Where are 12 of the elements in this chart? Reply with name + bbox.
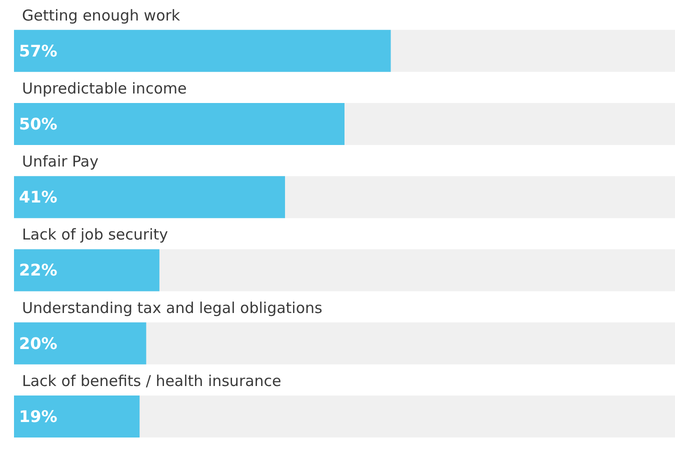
y-tick-label: Getting enough work (22, 6, 180, 24)
y-tick-label: Unfair Pay (22, 152, 99, 171)
data-label: 57% (19, 41, 58, 60)
data-label: 22% (19, 260, 58, 280)
data-label: 19% (19, 406, 58, 426)
data-label: 50% (19, 114, 58, 134)
data-label: 20% (19, 334, 58, 353)
y-tick-label: Lack of job security (22, 226, 168, 244)
y-tick-label: Lack of benefits / health insurance (22, 372, 282, 390)
y-tick-label: Understanding tax and legal obligations (22, 298, 323, 317)
y-tick-label: Unpredictable income (22, 79, 187, 98)
data-label: 41% (19, 188, 58, 207)
